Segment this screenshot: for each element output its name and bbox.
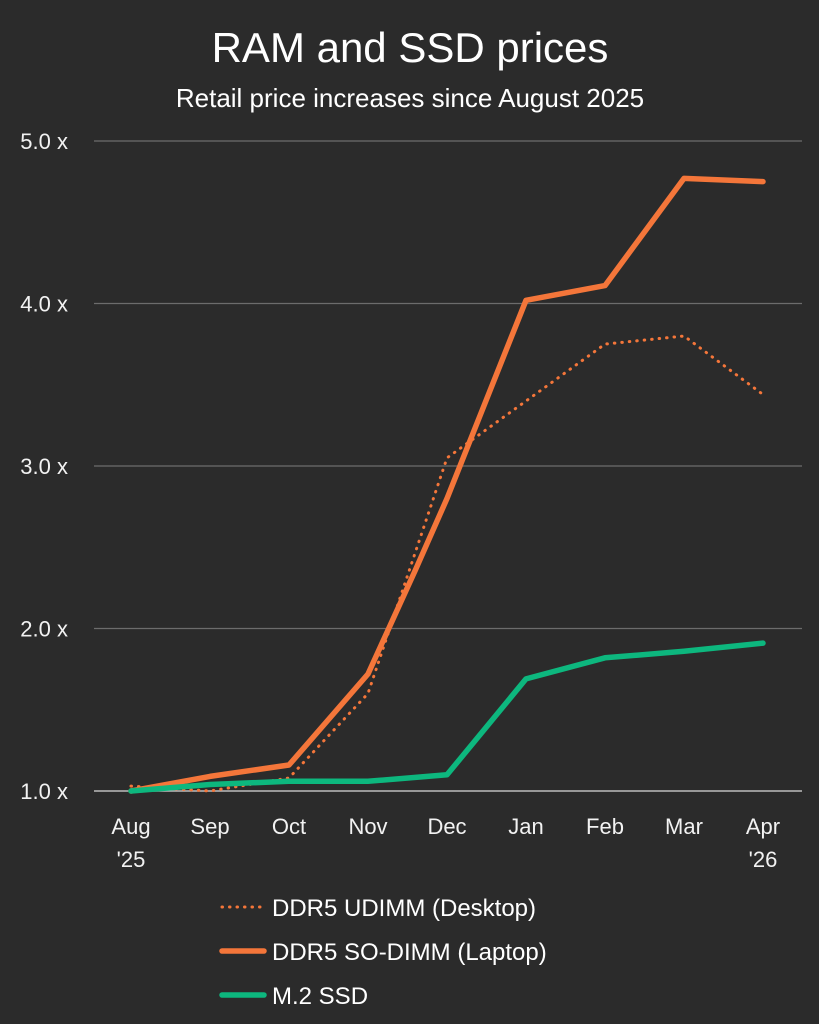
legend: DDR5 UDIMM (Desktop) DDR5 SO-DIMM (Laptop… [219, 895, 547, 1010]
series-line [129, 334, 765, 793]
x-tick-label: Oct [272, 814, 306, 839]
series-line [128, 640, 766, 794]
x-tick-label: '25 [117, 847, 146, 872]
gridlines [94, 140, 802, 792]
series-lines [128, 175, 766, 794]
x-tick-label: Nov [348, 814, 387, 839]
x-tick-label: Jan [508, 814, 543, 839]
y-tick-label: 3.0 x [20, 454, 68, 479]
x-tick-label: '26 [749, 847, 778, 872]
x-tick-label: Aug [111, 814, 150, 839]
y-axis-ticks: 1.0 x 2.0 x 3.0 x 4.0 x 5.0 x [20, 129, 68, 804]
x-tick-label: Sep [190, 814, 229, 839]
series-line [128, 175, 766, 794]
x-tick-label: Dec [427, 814, 466, 839]
chart-subtitle: Retail price increases since August 2025 [176, 83, 644, 113]
x-tick-label: Apr [746, 814, 780, 839]
legend-label: DDR5 SO-DIMM (Laptop) [272, 939, 547, 966]
x-tick-label: Mar [665, 814, 703, 839]
y-tick-label: 4.0 x [20, 292, 68, 317]
legend-label: M.2 SSD [272, 983, 368, 1010]
x-tick-label: Feb [586, 814, 624, 839]
y-tick-label: 2.0 x [20, 617, 68, 642]
y-tick-label: 1.0 x [20, 779, 68, 804]
chart-title: RAM and SSD prices [212, 24, 609, 71]
legend-label: DDR5 UDIMM (Desktop) [272, 895, 536, 922]
x-axis-ticks: Aug '25 Sep Oct Nov Dec Jan Feb Mar Apr '26 [111, 814, 780, 872]
y-tick-label: 5.0 x [20, 129, 68, 154]
